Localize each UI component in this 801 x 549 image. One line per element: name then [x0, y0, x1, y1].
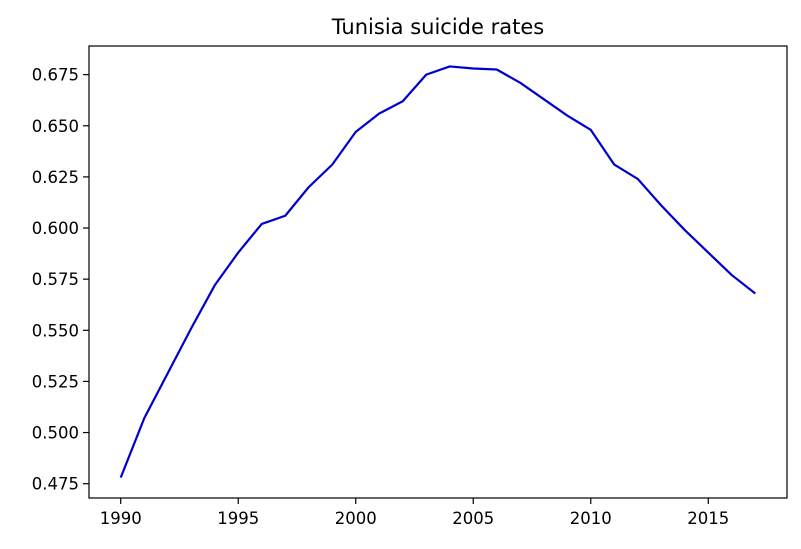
- y-tick-label: 0.600: [32, 219, 79, 238]
- x-tick-label: 2015: [687, 509, 729, 528]
- y-tick-label: 0.500: [32, 424, 79, 443]
- y-tick-label: 0.475: [32, 475, 79, 494]
- x-tick-label: 2000: [335, 509, 377, 528]
- series-layer: [119, 65, 756, 478]
- y-tick-label: 0.650: [32, 117, 79, 136]
- y-tick-label: 0.550: [32, 321, 79, 340]
- chart-title: Tunisia suicide rates: [331, 15, 544, 39]
- plot-frame: [88, 45, 788, 499]
- x-tick-label: 1995: [217, 509, 259, 528]
- x-tick-label: 2010: [570, 509, 612, 528]
- x-axis: 1990 1995 2000 2005 2010 2015: [100, 498, 729, 528]
- y-tick-label: 0.625: [32, 168, 79, 187]
- y-tick-label: 0.675: [32, 66, 79, 85]
- y-tick-label: 0.575: [32, 270, 79, 289]
- x-tick-label: 2005: [452, 509, 494, 528]
- y-axis: 0.475 0.500 0.525 0.550 0.575 0.600 0.625 0.650…: [32, 66, 89, 494]
- y-tick-label: 0.525: [32, 372, 79, 391]
- x-tick-label: 1990: [100, 509, 142, 528]
- series-line: [119, 65, 756, 478]
